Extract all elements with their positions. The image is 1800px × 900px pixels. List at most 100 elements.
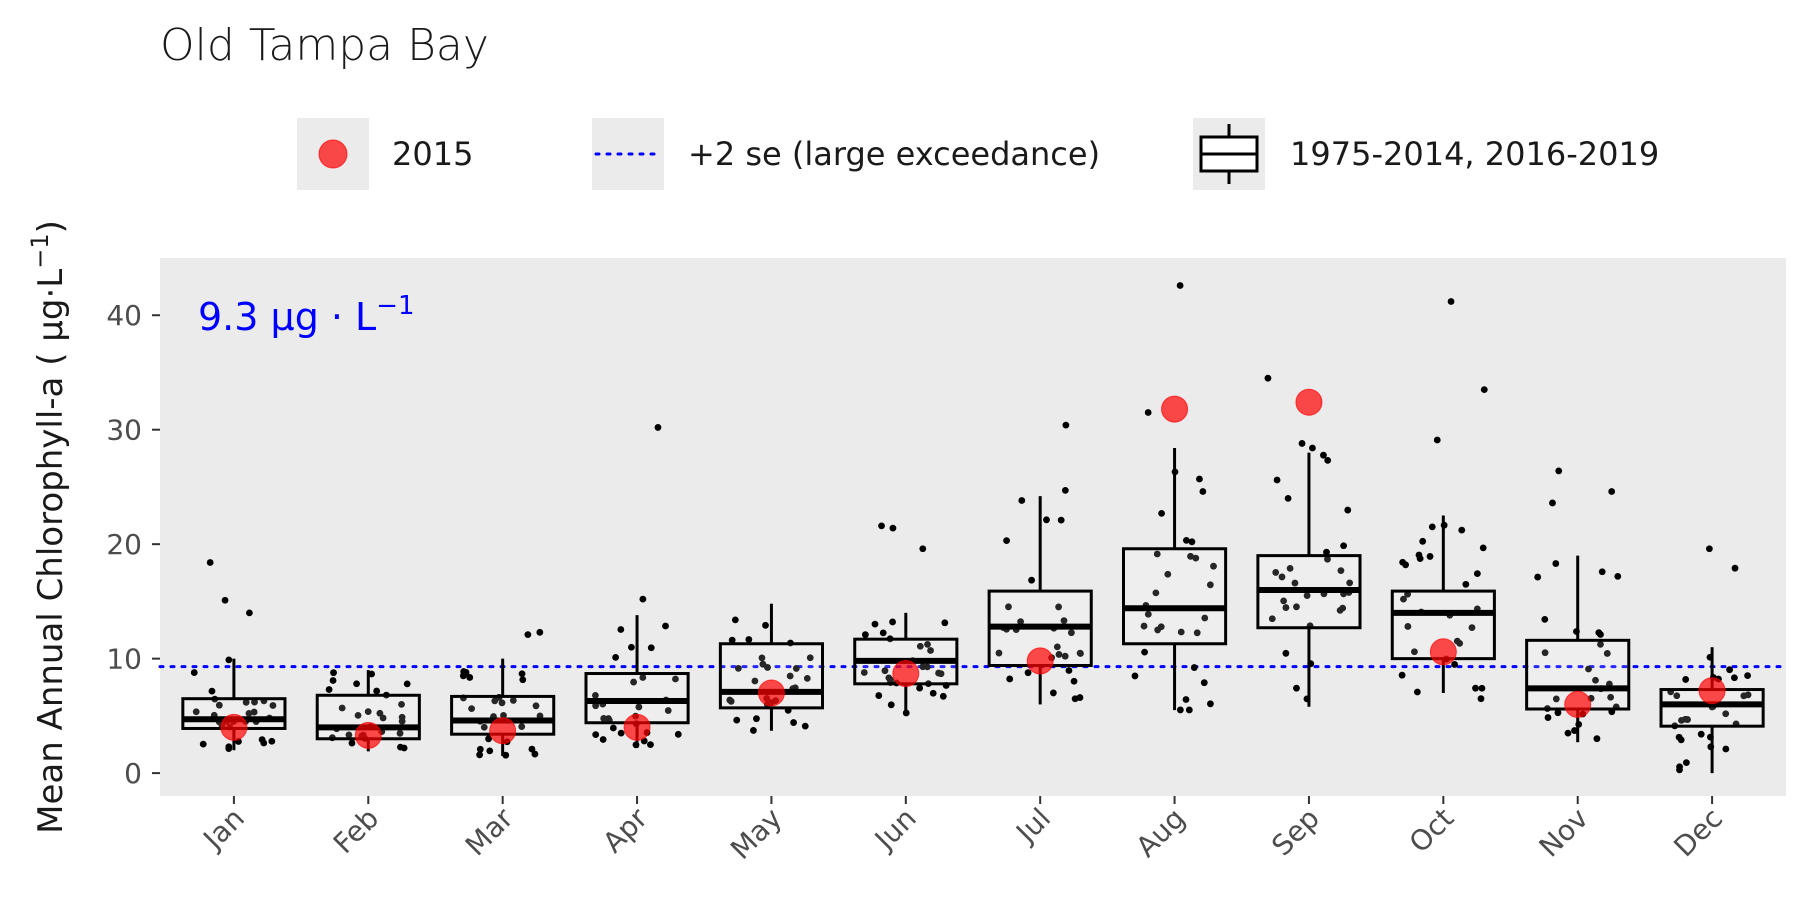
observation-point xyxy=(536,628,544,636)
point-2015 xyxy=(1429,638,1457,666)
observation-point xyxy=(403,680,411,688)
observation-point xyxy=(1428,523,1436,531)
observation-point xyxy=(245,709,253,717)
x-tick-label: Feb xyxy=(327,802,385,860)
observation-point xyxy=(1320,451,1327,459)
observation-point xyxy=(1676,766,1683,774)
observation-point xyxy=(887,701,895,709)
observation-point xyxy=(674,730,682,738)
observation-point xyxy=(1055,651,1063,658)
observation-point xyxy=(878,522,885,530)
x-axis: Jan Feb Mar Apr May Jun Jul Aug Sep Oct Nov Dec xyxy=(196,796,1729,866)
y-axis-label: Mean Annual Chlorophyll-a ( μg·L−1) xyxy=(26,220,71,834)
observation-point xyxy=(269,702,277,709)
observation-point xyxy=(1182,696,1190,703)
y-axis-label-close: ) xyxy=(31,220,71,233)
observations xyxy=(190,282,1752,774)
x-tick-label: May xyxy=(724,802,788,866)
observation-point xyxy=(916,684,924,692)
observation-point xyxy=(1585,665,1592,673)
observation-point xyxy=(1554,709,1562,717)
observation-point xyxy=(919,545,927,553)
observation-point xyxy=(1280,597,1288,605)
observation-point xyxy=(1188,538,1196,546)
observation-point xyxy=(1603,650,1611,657)
observation-point xyxy=(325,686,333,693)
observation-point xyxy=(806,654,814,662)
observation-point xyxy=(617,626,625,633)
observation-point xyxy=(368,670,376,678)
y-tick-label: 30 xyxy=(106,414,142,447)
observation-point xyxy=(353,680,360,688)
observation-point xyxy=(1479,544,1487,552)
observation-point xyxy=(1324,555,1331,563)
observation-point xyxy=(1544,714,1552,721)
observation-point xyxy=(1144,409,1152,416)
observation-point xyxy=(1268,615,1276,623)
observation-point xyxy=(1273,476,1281,484)
observation-point xyxy=(1555,467,1563,475)
observation-point xyxy=(1607,693,1615,701)
observation-point xyxy=(1272,569,1280,576)
observation-point xyxy=(1286,564,1294,572)
observation-point xyxy=(1005,603,1012,611)
observation-point xyxy=(1451,661,1458,668)
observation-point xyxy=(1346,579,1354,587)
plot-panel xyxy=(160,258,1786,796)
observation-point xyxy=(260,739,268,747)
observation-point xyxy=(396,729,404,737)
observation-point xyxy=(860,669,868,676)
observation-point xyxy=(745,636,753,643)
observation-point xyxy=(1278,573,1286,581)
observation-point xyxy=(728,636,736,644)
legend-label-threshold: +2 se (large exceedance) xyxy=(688,135,1100,173)
observation-point xyxy=(1284,494,1292,502)
observation-point xyxy=(199,740,207,748)
observation-point xyxy=(1190,664,1198,671)
observation-point xyxy=(1067,629,1075,637)
observation-point xyxy=(1158,509,1165,517)
observation-point xyxy=(1682,676,1690,683)
observation-point xyxy=(1534,573,1542,581)
observation-point xyxy=(491,697,499,705)
observation-point xyxy=(1282,649,1290,657)
observation-point xyxy=(242,698,250,706)
observation-point xyxy=(480,723,488,731)
observation-point xyxy=(790,719,797,726)
observation-point xyxy=(803,674,811,682)
point-2015 xyxy=(220,713,248,741)
observation-point xyxy=(1070,677,1078,685)
observation-point xyxy=(1552,695,1560,703)
observation-point xyxy=(628,643,635,651)
observation-point xyxy=(1433,436,1441,444)
observation-point xyxy=(1061,486,1069,494)
observation-point xyxy=(647,741,654,749)
threshold-annotation: 9.3 μg · L−1 xyxy=(198,291,415,339)
observation-point xyxy=(1024,669,1032,677)
legend-key-2015-point xyxy=(318,139,348,169)
observation-point xyxy=(500,711,507,719)
observation-point xyxy=(1264,374,1272,382)
observation-point xyxy=(1731,564,1739,572)
observation-point xyxy=(345,731,353,739)
observation-point xyxy=(1614,572,1622,580)
threshold-annotation-sup: −1 xyxy=(376,291,414,321)
y-tick-label: 10 xyxy=(106,643,142,676)
observation-point xyxy=(647,644,655,652)
observation-point xyxy=(889,524,897,532)
observation-point xyxy=(251,698,258,706)
observation-point xyxy=(397,743,404,751)
observation-point xyxy=(1473,570,1481,578)
legend-label-box: 1975-2014, 2016-2019 xyxy=(1290,135,1659,173)
observation-point xyxy=(750,727,757,734)
observation-point xyxy=(225,656,233,664)
observation-point xyxy=(1344,506,1352,514)
observation-point xyxy=(524,631,532,638)
observation-point xyxy=(1541,649,1549,657)
observation-point xyxy=(875,692,883,699)
observation-point xyxy=(208,687,216,695)
observation-point xyxy=(630,678,637,686)
observation-point xyxy=(600,715,608,722)
observation-point xyxy=(786,672,794,680)
